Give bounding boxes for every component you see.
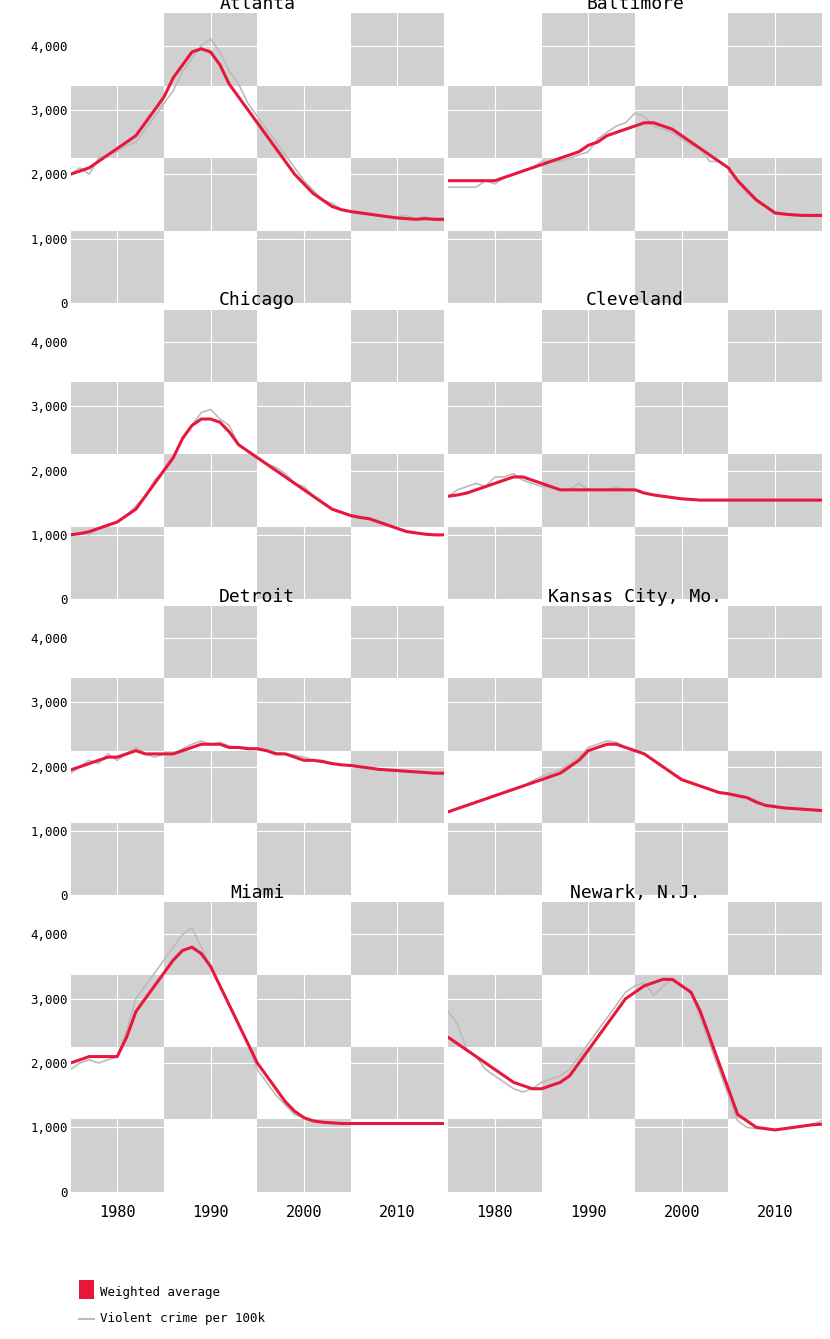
- Polygon shape: [542, 605, 635, 679]
- Polygon shape: [164, 1047, 257, 1119]
- Polygon shape: [448, 382, 542, 454]
- Polygon shape: [257, 679, 350, 751]
- Polygon shape: [448, 526, 542, 599]
- Polygon shape: [635, 1119, 729, 1192]
- Text: 2010: 2010: [757, 1205, 793, 1220]
- Polygon shape: [635, 679, 729, 751]
- Title: Kansas City, Mo.: Kansas City, Mo.: [548, 588, 722, 605]
- Polygon shape: [164, 751, 257, 823]
- Polygon shape: [71, 975, 164, 1047]
- Polygon shape: [71, 86, 164, 158]
- Text: 1980: 1980: [476, 1205, 513, 1220]
- Polygon shape: [350, 13, 444, 86]
- Polygon shape: [257, 1119, 350, 1192]
- Polygon shape: [729, 1047, 822, 1119]
- Title: Cleveland: Cleveland: [586, 292, 684, 309]
- Title: Newark, N.J.: Newark, N.J.: [569, 884, 701, 902]
- Title: Baltimore: Baltimore: [586, 0, 684, 13]
- Polygon shape: [542, 1047, 635, 1119]
- Polygon shape: [729, 454, 822, 526]
- Polygon shape: [729, 13, 822, 86]
- Title: Miami: Miami: [230, 884, 285, 902]
- Polygon shape: [542, 751, 635, 823]
- Text: Weighted average: Weighted average: [100, 1285, 221, 1299]
- Polygon shape: [350, 751, 444, 823]
- Polygon shape: [71, 1119, 164, 1192]
- Polygon shape: [71, 230, 164, 303]
- Polygon shape: [729, 309, 822, 382]
- Text: Violent crime per 100k: Violent crime per 100k: [100, 1312, 266, 1326]
- Polygon shape: [729, 158, 822, 230]
- Polygon shape: [257, 86, 350, 158]
- Polygon shape: [257, 823, 350, 896]
- Polygon shape: [257, 975, 350, 1047]
- Polygon shape: [164, 605, 257, 679]
- Polygon shape: [350, 454, 444, 526]
- Polygon shape: [542, 454, 635, 526]
- Polygon shape: [448, 230, 542, 303]
- Polygon shape: [729, 902, 822, 975]
- Polygon shape: [635, 975, 729, 1047]
- Polygon shape: [542, 902, 635, 975]
- Polygon shape: [350, 1047, 444, 1119]
- Polygon shape: [448, 823, 542, 896]
- Polygon shape: [257, 230, 350, 303]
- Text: 2000: 2000: [286, 1205, 322, 1220]
- Polygon shape: [635, 526, 729, 599]
- Polygon shape: [635, 86, 729, 158]
- Polygon shape: [350, 158, 444, 230]
- Polygon shape: [257, 526, 350, 599]
- Polygon shape: [448, 975, 542, 1047]
- Polygon shape: [635, 230, 729, 303]
- Polygon shape: [448, 86, 542, 158]
- Title: Chicago: Chicago: [219, 292, 295, 309]
- Polygon shape: [71, 382, 164, 454]
- Title: Detroit: Detroit: [219, 588, 295, 605]
- Text: 2000: 2000: [663, 1205, 700, 1220]
- Polygon shape: [164, 454, 257, 526]
- Polygon shape: [71, 679, 164, 751]
- Polygon shape: [448, 1119, 542, 1192]
- Polygon shape: [164, 158, 257, 230]
- Polygon shape: [164, 13, 257, 86]
- Polygon shape: [350, 309, 444, 382]
- Title: Atlanta: Atlanta: [219, 0, 295, 13]
- Polygon shape: [729, 751, 822, 823]
- Polygon shape: [164, 902, 257, 975]
- Text: 2010: 2010: [379, 1205, 416, 1220]
- Polygon shape: [350, 902, 444, 975]
- Polygon shape: [635, 823, 729, 896]
- Polygon shape: [164, 309, 257, 382]
- Polygon shape: [635, 382, 729, 454]
- Text: 1980: 1980: [99, 1205, 135, 1220]
- Polygon shape: [542, 309, 635, 382]
- Polygon shape: [729, 605, 822, 679]
- Polygon shape: [350, 605, 444, 679]
- Polygon shape: [71, 823, 164, 896]
- Polygon shape: [257, 382, 350, 454]
- Text: 1990: 1990: [193, 1205, 229, 1220]
- Polygon shape: [71, 526, 164, 599]
- Polygon shape: [542, 158, 635, 230]
- Text: 1990: 1990: [570, 1205, 607, 1220]
- Polygon shape: [542, 13, 635, 86]
- Polygon shape: [448, 679, 542, 751]
